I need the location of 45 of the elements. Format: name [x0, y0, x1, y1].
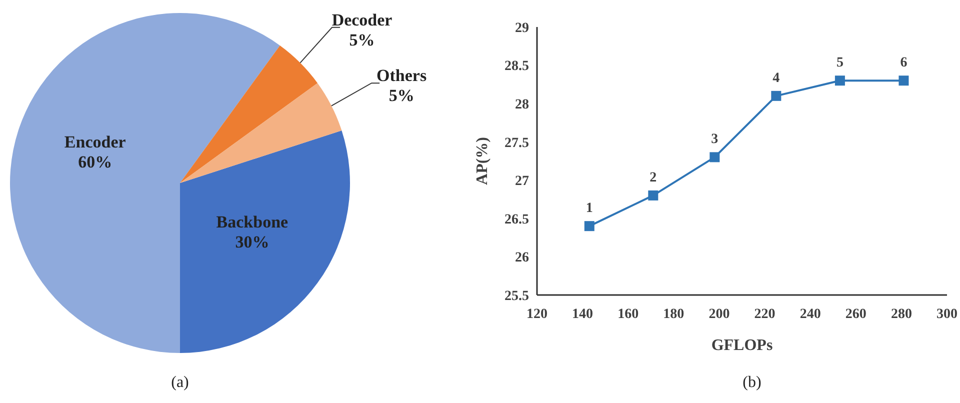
- annotation: 6: [900, 56, 908, 71]
- x-tick-label: 280: [890, 307, 912, 322]
- y-tick-label: 27: [515, 174, 529, 190]
- point: [898, 76, 909, 86]
- data-label: 30%: [235, 232, 270, 252]
- text: (b): [742, 374, 762, 391]
- annotation: 1: [586, 201, 593, 216]
- x-tick-label: 160: [618, 307, 639, 322]
- x-tick-label: 200: [708, 307, 730, 322]
- point: [710, 152, 720, 162]
- y-tick-label: 26.5: [504, 212, 529, 228]
- y-tick-label: 29: [515, 20, 529, 36]
- point: [834, 76, 845, 86]
- annotation: 5: [836, 56, 844, 71]
- x-tick-label: 240: [800, 307, 821, 322]
- x-tick-label: 300: [936, 307, 958, 322]
- data-label: 5%: [349, 30, 375, 50]
- slice-label: Decoder: [332, 10, 393, 30]
- pie-slice: [180, 83, 342, 183]
- x-tick-label: 180: [663, 307, 684, 322]
- x-axis-title: GFLOPs: [711, 337, 773, 354]
- x-tick-label: 220: [754, 307, 776, 322]
- annotation: 4: [772, 70, 780, 86]
- x-tick-label: 120: [526, 307, 548, 322]
- y-axis-title: AP(%): [474, 137, 491, 185]
- slice-label: Backbone: [216, 212, 289, 232]
- x-tick-label: 260: [845, 307, 866, 322]
- point: [771, 90, 782, 101]
- y-tick-label: 28: [515, 97, 529, 112]
- x-tick-label: 140: [572, 307, 594, 322]
- text: (a): [171, 374, 189, 391]
- slice-label: Others: [376, 66, 427, 86]
- point: [584, 221, 594, 232]
- y-tick-label: 27.5: [504, 136, 529, 151]
- data-label: 60%: [78, 152, 112, 172]
- data-label: 5%: [388, 86, 414, 106]
- annotation: 3: [711, 132, 718, 148]
- pie-slice: [180, 45, 318, 183]
- slice-label: Encoder: [64, 132, 126, 152]
- point: [648, 190, 658, 200]
- pie-slice: [180, 130, 350, 353]
- annotation: 2: [650, 170, 657, 186]
- y-tick-label: 25.5: [504, 288, 529, 304]
- y-tick-label: 26: [515, 250, 529, 266]
- y-tick-label: 28.5: [504, 59, 529, 74]
